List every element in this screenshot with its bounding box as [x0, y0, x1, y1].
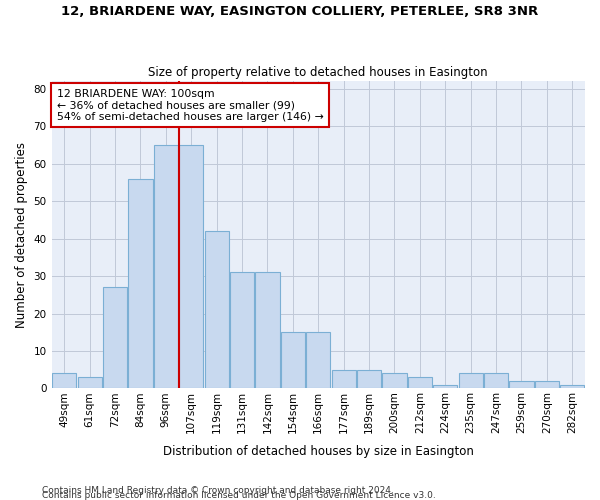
Text: Contains HM Land Registry data © Crown copyright and database right 2024.: Contains HM Land Registry data © Crown c…: [42, 486, 394, 495]
Bar: [256, 272, 280, 388]
Bar: [52, 374, 76, 388]
Text: Contains public sector information licensed under the Open Government Licence v3: Contains public sector information licen…: [42, 491, 436, 500]
Bar: [332, 370, 356, 388]
Bar: [458, 374, 483, 388]
Title: Size of property relative to detached houses in Easington: Size of property relative to detached ho…: [148, 66, 488, 78]
Bar: [154, 145, 178, 388]
Bar: [306, 332, 331, 388]
Bar: [408, 377, 432, 388]
Bar: [230, 272, 254, 388]
Bar: [535, 381, 559, 388]
Bar: [103, 288, 127, 388]
Bar: [357, 370, 381, 388]
X-axis label: Distribution of detached houses by size in Easington: Distribution of detached houses by size …: [163, 444, 474, 458]
Bar: [77, 377, 102, 388]
Bar: [128, 178, 152, 388]
Bar: [179, 145, 203, 388]
Bar: [205, 231, 229, 388]
Y-axis label: Number of detached properties: Number of detached properties: [15, 142, 28, 328]
Text: 12 BRIARDENE WAY: 100sqm
← 36% of detached houses are smaller (99)
54% of semi-d: 12 BRIARDENE WAY: 100sqm ← 36% of detach…: [57, 88, 323, 122]
Bar: [382, 374, 407, 388]
Text: 12, BRIARDENE WAY, EASINGTON COLLIERY, PETERLEE, SR8 3NR: 12, BRIARDENE WAY, EASINGTON COLLIERY, P…: [61, 5, 539, 18]
Bar: [509, 381, 533, 388]
Bar: [433, 384, 457, 388]
Bar: [560, 384, 584, 388]
Bar: [484, 374, 508, 388]
Bar: [281, 332, 305, 388]
